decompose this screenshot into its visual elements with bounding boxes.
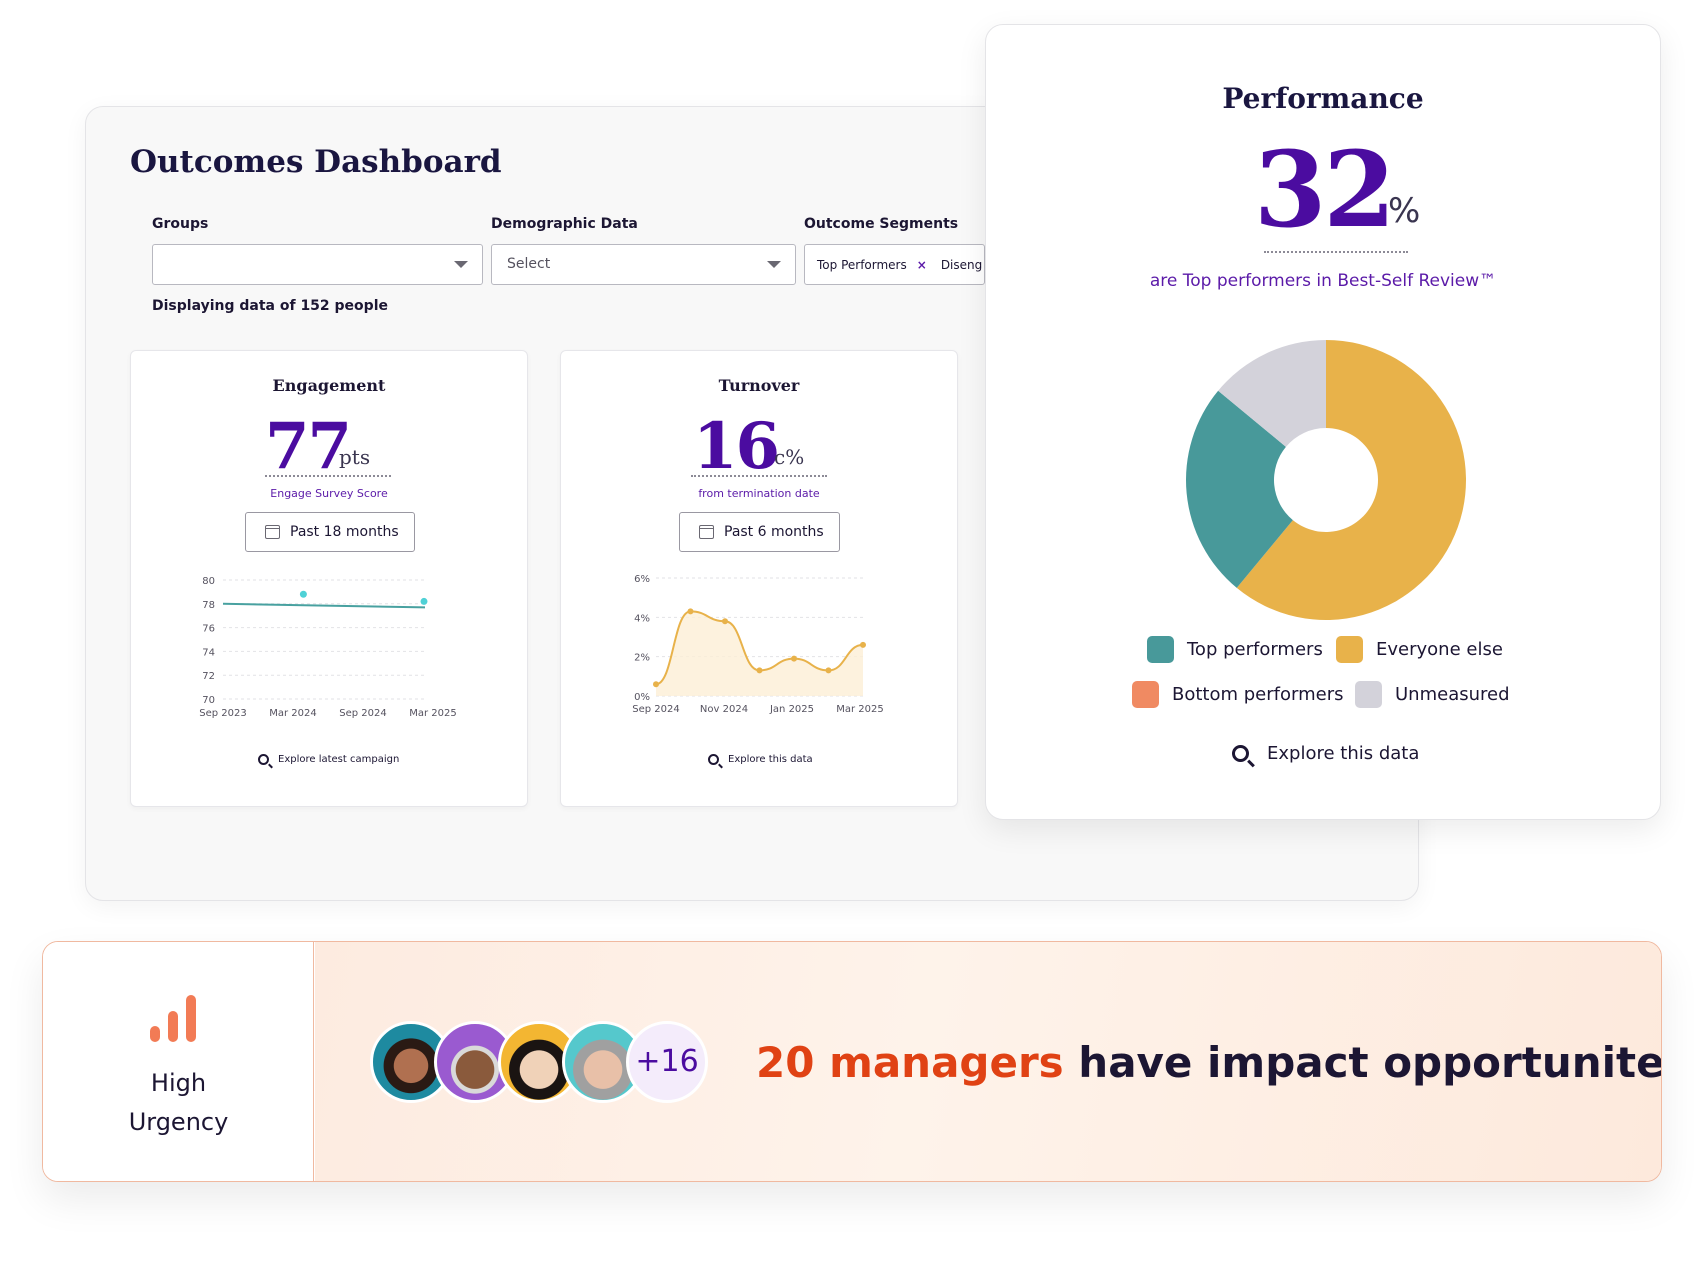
pie-slice bbox=[1236, 340, 1466, 620]
y-tick-label: 6% bbox=[634, 574, 650, 585]
calendar-icon bbox=[699, 525, 714, 539]
y-tick-label: 0% bbox=[634, 692, 650, 703]
turnover-area-chart: 6% 4% 2% 0%Sep 2024 Nov 2024 Jan 2025 Mar 2025 bbox=[632, 574, 884, 715]
calendar-icon bbox=[265, 525, 280, 539]
manager-count: 20 managers bbox=[756, 1038, 1064, 1087]
segments-label: Outcome Segments bbox=[804, 216, 959, 232]
segments-select[interactable]: Top Performers × Diseng bbox=[804, 244, 985, 285]
y-tick-label: 72 bbox=[202, 671, 215, 682]
performance-caption: are Top performers in Best-Self Review™ bbox=[1149, 271, 1497, 291]
data-point bbox=[860, 641, 866, 648]
explore-campaign-link[interactable]: Explore latest campaign bbox=[258, 754, 399, 765]
pie-slice bbox=[1186, 390, 1293, 588]
performance-value: 32 bbox=[1254, 128, 1396, 251]
displaying-count: Displaying data of 152 people bbox=[152, 298, 388, 314]
x-tick-label: Sep 2024 bbox=[632, 704, 679, 715]
y-tick-label: 80 bbox=[202, 576, 215, 587]
data-point bbox=[653, 681, 659, 688]
x-tick-label: Sep 2024 bbox=[339, 708, 386, 719]
urgency-label: High Urgency bbox=[128, 1069, 229, 1136]
legend-swatch bbox=[1355, 681, 1382, 708]
y-tick-label: 78 bbox=[202, 600, 215, 611]
engagement-line-chart: 80 78 76 74 72 70 Sep 2023 Mar 2024 Sep 2024 Mar … bbox=[199, 576, 457, 719]
turnover-value: 16 bbox=[693, 409, 780, 484]
x-tick-label: Nov 2024 bbox=[700, 704, 748, 715]
banner-message: 20 managers have impact opportunites bbox=[756, 1038, 1662, 1087]
groups-select[interactable] bbox=[152, 244, 483, 285]
y-tick-label: 4% bbox=[634, 613, 650, 624]
x-tick-label: Sep 2023 bbox=[199, 708, 246, 719]
legend-swatch bbox=[1132, 681, 1159, 708]
engagement-caption: Engage Survey Score bbox=[270, 487, 388, 500]
banner-message-text: have impact opportunites bbox=[1063, 1038, 1662, 1087]
segment-chip[interactable]: Top Performers × bbox=[817, 258, 927, 272]
x-tick-label: Mar 2025 bbox=[836, 704, 884, 715]
data-point bbox=[825, 667, 832, 674]
legend-bottom-performers: Bottom performers bbox=[1132, 681, 1343, 708]
data-point bbox=[687, 608, 694, 615]
engagement-value: 77 bbox=[265, 409, 352, 484]
turnover-card: Turnover 16 c% from termination date Pas… bbox=[560, 350, 958, 807]
turnover-caption: from termination date bbox=[698, 487, 820, 500]
turnover-title: Turnover bbox=[718, 376, 800, 395]
y-tick-label: 2% bbox=[634, 653, 650, 664]
x-tick-label: Mar 2024 bbox=[269, 708, 317, 719]
y-tick-label: 76 bbox=[202, 624, 215, 635]
area-fill bbox=[656, 611, 863, 696]
demographic-select[interactable]: Select bbox=[491, 244, 796, 285]
period-selector-button[interactable]: Past 18 months bbox=[245, 512, 415, 552]
chevron-down-icon bbox=[454, 261, 468, 268]
y-tick-label: 74 bbox=[202, 647, 215, 658]
x-tick-label: Jan 2025 bbox=[769, 704, 814, 715]
search-icon bbox=[1232, 745, 1249, 762]
data-point bbox=[722, 618, 728, 625]
period-selector-button[interactable]: Past 6 months bbox=[679, 512, 840, 552]
performance-unit: % bbox=[1388, 191, 1421, 231]
urgency-indicator: High Urgency bbox=[43, 942, 314, 1181]
manager-impact-banner[interactable]: High Urgency +16 20 managers have impact… bbox=[42, 941, 1662, 1182]
engagement-unit: pts bbox=[339, 445, 371, 469]
data-point bbox=[420, 597, 428, 605]
performance-donut-chart bbox=[1186, 340, 1466, 620]
legend-top-performers: Top performers bbox=[1147, 636, 1323, 663]
search-icon bbox=[708, 754, 719, 765]
demographic-label: Demographic Data bbox=[491, 216, 638, 232]
chevron-down-icon bbox=[767, 261, 781, 268]
explore-data-link[interactable]: Explore this data bbox=[1232, 743, 1419, 764]
y-tick-label: 70 bbox=[202, 695, 215, 706]
performance-title: Performance bbox=[1222, 82, 1424, 115]
segment-chip[interactable]: Diseng bbox=[940, 258, 983, 272]
turnover-unit: c% bbox=[774, 445, 805, 469]
legend-swatch bbox=[1336, 636, 1363, 663]
data-point bbox=[791, 655, 797, 662]
signal-bars-icon bbox=[150, 995, 200, 1042]
performance-panel: Performance 32 % are Top performers in B… bbox=[985, 24, 1661, 820]
close-icon[interactable]: × bbox=[916, 258, 927, 272]
demographic-placeholder: Select bbox=[507, 256, 551, 272]
trend-line bbox=[222, 602, 426, 609]
engagement-card: Engagement 77 pts Engage Survey Score Pa… bbox=[130, 350, 528, 807]
divider bbox=[691, 475, 827, 477]
legend-unmeasured: Unmeasured bbox=[1355, 681, 1510, 708]
pie-slice bbox=[1218, 340, 1326, 447]
divider bbox=[265, 475, 391, 477]
legend-swatch bbox=[1147, 636, 1174, 663]
divider bbox=[1264, 251, 1408, 253]
data-point bbox=[299, 590, 307, 598]
search-icon bbox=[258, 754, 269, 765]
dashboard-title: Outcomes Dashboard bbox=[130, 144, 502, 180]
engagement-title: Engagement bbox=[272, 376, 386, 395]
more-managers-badge[interactable]: +16 bbox=[626, 1021, 708, 1103]
x-tick-label: Mar 2025 bbox=[409, 708, 457, 719]
explore-data-link[interactable]: Explore this data bbox=[708, 754, 813, 765]
data-point bbox=[756, 667, 763, 674]
legend-everyone-else: Everyone else bbox=[1336, 636, 1503, 663]
groups-label: Groups bbox=[152, 216, 209, 232]
